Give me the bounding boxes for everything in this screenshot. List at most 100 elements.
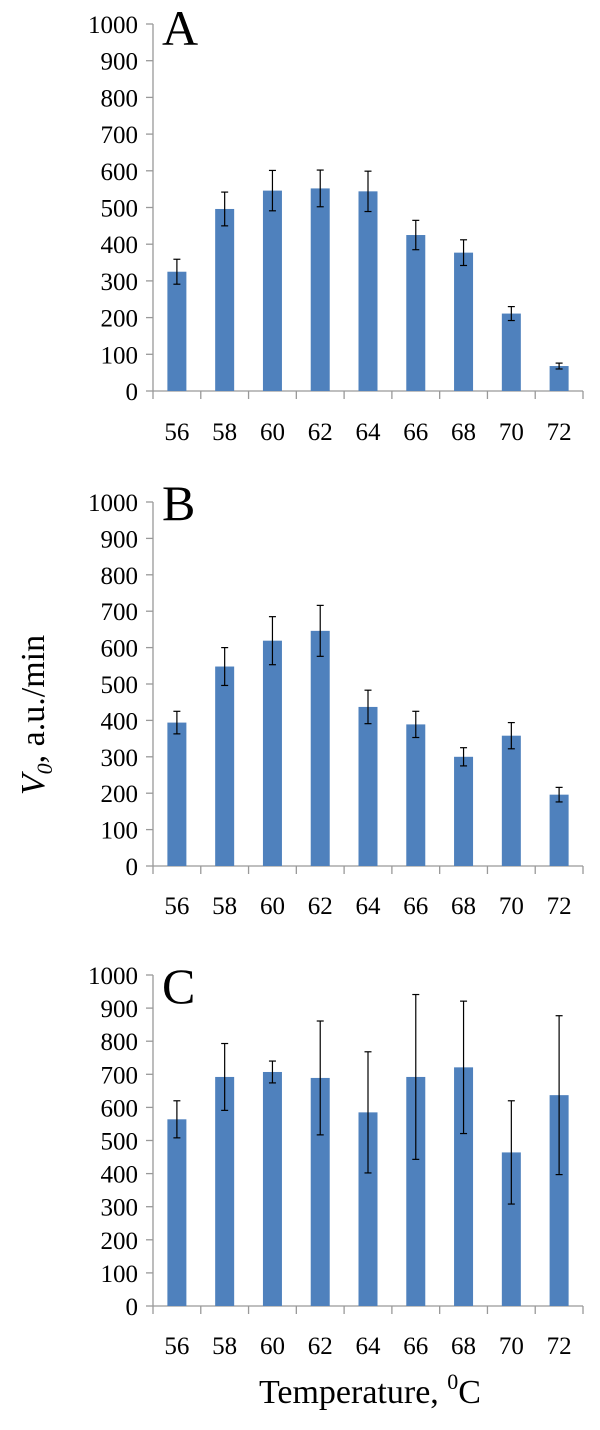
y-tick-label: 700	[101, 599, 139, 626]
x-tick-label: 62	[308, 893, 333, 920]
bar	[262, 190, 282, 391]
y-tick-label: 200	[101, 1228, 139, 1255]
bar	[215, 1076, 235, 1306]
error-bar	[364, 170, 372, 213]
bar	[406, 1076, 426, 1306]
bar	[262, 640, 282, 866]
bar	[406, 235, 426, 391]
x-tick-label: 66	[403, 1333, 428, 1360]
error-bar	[507, 1100, 515, 1205]
bar	[501, 735, 521, 866]
panel-label: C	[162, 958, 195, 1014]
x-tick-label: 72	[547, 893, 572, 920]
error-bar	[364, 1051, 372, 1174]
bar	[167, 1119, 187, 1306]
y-tick-label: 500	[101, 1129, 139, 1156]
y-tick-label: 500	[101, 672, 139, 699]
x-tick-label: 72	[547, 1333, 572, 1360]
error-bar	[507, 721, 515, 750]
y-tick-label: 0	[126, 379, 139, 406]
x-tick-label: 60	[260, 1333, 285, 1360]
y-tick-label: 1000	[88, 12, 138, 39]
y-tick-label: 400	[101, 232, 139, 259]
panel-b: 0 100 200 300 400 500 600 700 800 900 1000 56 58 60 62…	[88, 475, 584, 920]
panel-label: A	[162, 0, 198, 56]
x-tick-label: 68	[451, 419, 476, 446]
error-bar	[221, 191, 229, 227]
bar	[501, 313, 521, 391]
panel-a: 0 100 200 300 400 500 600 700 800 900 1000 56 58 60 62…	[88, 0, 584, 446]
error-bar	[316, 604, 324, 657]
error-bar	[316, 1020, 324, 1136]
x-tick-label: 62	[308, 419, 333, 446]
x-tick-label: 56	[164, 1333, 189, 1360]
error-bar	[316, 169, 324, 208]
bar	[358, 1112, 378, 1306]
x-tick-label: 58	[212, 893, 237, 920]
x-tick-label: 64	[356, 1333, 382, 1360]
y-tick-label: 700	[101, 1062, 139, 1089]
x-tick-label: 68	[451, 1333, 476, 1360]
bar	[454, 1067, 474, 1306]
error-bar	[221, 646, 229, 687]
error-bar	[412, 993, 420, 1160]
error-bar	[555, 362, 563, 370]
x-tick-label: 66	[403, 419, 428, 446]
error-bar	[412, 710, 420, 739]
bar	[358, 191, 378, 391]
y-tick-label: 900	[101, 49, 139, 76]
y-tick-label: 1000	[88, 963, 138, 990]
x-tick-label: 64	[356, 419, 382, 446]
y-tick-label: 300	[101, 1195, 139, 1222]
error-bar	[268, 616, 276, 666]
bar	[310, 1077, 330, 1306]
error-bar	[173, 258, 181, 285]
y-tick-label: 800	[101, 1029, 139, 1056]
error-bar	[460, 1000, 468, 1135]
bar	[406, 724, 426, 866]
x-tick-label: 70	[499, 419, 524, 446]
bar	[501, 1152, 521, 1306]
x-tick-label: 56	[164, 893, 189, 920]
x-tick-label: 72	[547, 419, 572, 446]
error-bar	[412, 219, 420, 251]
x-tick-label: 70	[499, 893, 524, 920]
y-tick-label: 900	[101, 996, 139, 1023]
y-tick-label: 800	[101, 563, 139, 590]
x-tick-label: 62	[308, 1333, 333, 1360]
panel-label: B	[162, 475, 195, 531]
y-tick-label: 900	[101, 526, 139, 553]
x-tick-label: 64	[356, 893, 382, 920]
y-tick-label: 0	[126, 854, 139, 881]
y-tick-label: 200	[101, 781, 139, 808]
y-tick-label: 100	[101, 1261, 139, 1288]
x-tick-label: 58	[212, 419, 237, 446]
error-bar	[460, 747, 468, 767]
y-tick-label: 600	[101, 636, 139, 663]
x-tick-label: 66	[403, 893, 428, 920]
error-bar	[555, 1015, 563, 1176]
error-bar	[173, 710, 181, 735]
error-bar	[221, 1042, 229, 1111]
panel-c: 0 100 200 300 400 500 600 700 800 900 1000 56 58 60 62…	[88, 958, 584, 1360]
y-tick-label: 700	[101, 122, 139, 149]
x-tick-label: 60	[260, 893, 285, 920]
error-bar	[173, 1100, 181, 1139]
bar	[549, 1095, 569, 1306]
x-tick-label: 68	[451, 893, 476, 920]
y-tick-label: 600	[101, 159, 139, 186]
bar	[310, 630, 330, 866]
y-tick-label: 400	[101, 708, 139, 735]
bar	[310, 188, 330, 391]
y-tick-label: 400	[101, 1162, 139, 1189]
bar	[454, 252, 474, 391]
bar	[215, 208, 235, 391]
bar	[358, 706, 378, 866]
bar	[215, 666, 235, 866]
y-tick-label: 600	[101, 1095, 139, 1122]
y-tick-label: 0	[126, 1294, 139, 1321]
bar	[549, 366, 569, 391]
error-bar	[268, 169, 276, 212]
bar	[262, 1071, 282, 1306]
